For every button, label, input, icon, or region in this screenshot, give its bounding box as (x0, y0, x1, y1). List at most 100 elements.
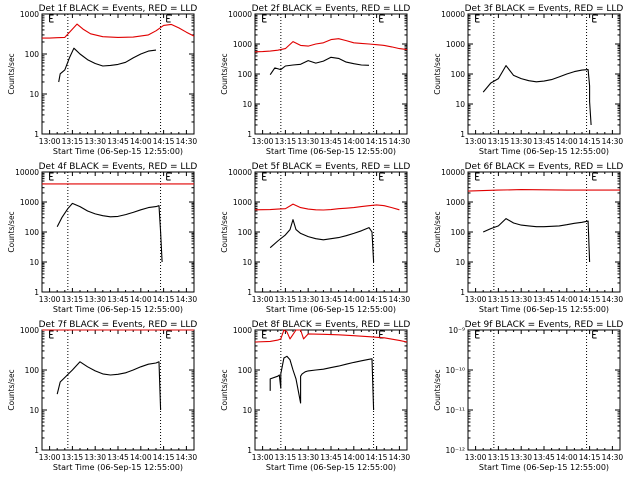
y-tick-label: 1 (247, 288, 252, 297)
x-tick-label: 14:00 (130, 137, 152, 146)
x-tick-label: 13:00 (465, 137, 487, 146)
y-tick-label: 1000 (20, 326, 39, 335)
edge-marker (49, 172, 54, 181)
x-tick-label: 14:30 (176, 453, 198, 462)
edge-marker (262, 330, 267, 339)
y-axis-label: Counts/sec (433, 369, 442, 410)
y-tick-label: 10000 (15, 168, 39, 177)
x-axis-label: Start Time (06-Sep-15 12:55:00) (266, 147, 396, 156)
x-tick-label: 13:15 (62, 137, 84, 146)
edge-marker (379, 330, 384, 339)
x-tick-label: 14:15 (579, 453, 601, 462)
y-tick-label: 100 (451, 228, 466, 237)
y-tick-label: 100 (238, 228, 253, 237)
y-tick-label: 1 (247, 446, 252, 455)
y-tick-label: 10⁻⁹ (448, 326, 465, 335)
plot-frame (254, 13, 408, 135)
lld-series-line (254, 203, 400, 211)
y-axis-label: Counts/sec (220, 369, 229, 410)
x-tick-label: 14:00 (130, 295, 152, 304)
plot-frame (254, 171, 408, 293)
x-tick-label: 13:00 (39, 453, 61, 462)
chart-title: Det 9f BLACK = Events, RED = LLD (465, 320, 624, 330)
chart-title: Det 8f BLACK = Events, RED = LLD (252, 320, 411, 330)
x-tick-label: 13:45 (107, 137, 129, 146)
chart-title: Det 1f BLACK = Events, RED = LLD (39, 4, 198, 14)
plot-frame (254, 329, 408, 451)
chart-panel: Det 2f BLACK = Events, RED = LLD 1 10 100 10… (220, 4, 410, 156)
y-tick-label: 1 (460, 288, 465, 297)
x-tick-label: 13:30 (84, 137, 106, 146)
x-tick-label: 14:15 (366, 453, 388, 462)
x-tick-label: 13:45 (533, 453, 555, 462)
x-tick-label: 13:00 (39, 295, 61, 304)
y-tick-label: 10⁻¹⁰ (445, 366, 465, 375)
x-axis-label: Start Time (06-Sep-15 12:55:00) (266, 305, 396, 314)
y-tick-label: 10000 (441, 10, 465, 19)
y-tick-label: 1 (460, 130, 465, 139)
edge-marker (262, 172, 267, 181)
x-axis-label: Start Time (06-Sep-15 12:55:00) (53, 305, 183, 314)
lld-series-line (254, 329, 408, 343)
chart-panel: Det 6f BLACK = Events, RED = LLD 1 10 100 10… (433, 162, 623, 314)
edge-marker (49, 330, 54, 339)
y-tick-label: 1 (34, 130, 39, 139)
x-tick-label: 13:15 (275, 137, 297, 146)
y-tick-label: 10 (242, 100, 252, 109)
edge-marker (475, 172, 480, 181)
y-tick-label: 10000 (228, 168, 252, 177)
chart-panel: Det 9f BLACK = Events, RED = LLD 10⁻¹² 10⁻… (433, 320, 623, 472)
chart-title: Det 2f BLACK = Events, RED = LLD (252, 4, 411, 14)
events-series-line (56, 202, 163, 263)
x-axis-label: Start Time (06-Sep-15 12:55:00) (53, 463, 183, 472)
x-tick-label: 13:15 (62, 295, 84, 304)
edge-marker (166, 172, 171, 181)
x-tick-label: 14:00 (343, 295, 365, 304)
edge-marker (49, 14, 54, 23)
x-tick-label: 13:00 (465, 295, 487, 304)
y-axis-label: Counts/sec (220, 211, 229, 252)
y-tick-label: 10 (455, 258, 465, 267)
y-axis-label: Counts/sec (7, 369, 16, 410)
y-axis-label: Counts/sec (433, 211, 442, 252)
edge-marker (166, 330, 171, 339)
y-tick-label: 100 (238, 366, 253, 375)
x-tick-label: 14:00 (130, 453, 152, 462)
x-axis-label: Start Time (06-Sep-15 12:55:00) (479, 463, 609, 472)
y-tick-label: 10 (29, 406, 39, 415)
y-tick-label: 1000 (233, 40, 252, 49)
x-tick-label: 14:00 (556, 137, 578, 146)
edge-marker (166, 14, 171, 23)
x-tick-label: 14:15 (579, 137, 601, 146)
x-tick-label: 13:00 (252, 137, 274, 146)
x-tick-label: 13:30 (297, 295, 319, 304)
x-tick-label: 14:00 (556, 295, 578, 304)
x-tick-label: 14:15 (153, 137, 175, 146)
x-axis-label: Start Time (06-Sep-15 12:55:00) (266, 463, 396, 472)
y-tick-label: 1 (34, 288, 39, 297)
x-tick-label: 14:00 (343, 137, 365, 146)
x-axis-label: Start Time (06-Sep-15 12:55:00) (479, 147, 609, 156)
chart-panel: Det 4f BLACK = Events, RED = LLD 1 10 100 10… (7, 162, 197, 314)
x-tick-label: 13:00 (252, 453, 274, 462)
y-tick-label: 100 (25, 228, 40, 237)
x-tick-label: 13:00 (465, 453, 487, 462)
x-tick-label: 13:30 (297, 137, 319, 146)
y-tick-label: 10⁻¹¹ (445, 406, 465, 415)
x-axis-label: Start Time (06-Sep-15 12:55:00) (53, 147, 183, 156)
x-tick-label: 13:45 (533, 295, 555, 304)
x-axis-label: Start Time (06-Sep-15 12:55:00) (479, 305, 609, 314)
x-tick-label: 14:15 (366, 137, 388, 146)
y-tick-label: 100 (25, 366, 40, 375)
x-tick-label: 13:45 (107, 295, 129, 304)
events-series-line (56, 361, 162, 411)
edge-marker (379, 172, 384, 181)
chart-panel: Det 8f BLACK = Events, RED = LLD 1 10 100 10… (220, 320, 410, 472)
x-tick-label: 13:15 (62, 453, 84, 462)
x-tick-label: 14:30 (602, 295, 624, 304)
x-tick-label: 14:15 (153, 295, 175, 304)
edge-marker (592, 172, 597, 181)
plot-frame (41, 13, 195, 135)
y-axis-label: Counts/sec (433, 53, 442, 94)
y-tick-label: 1000 (20, 10, 39, 19)
